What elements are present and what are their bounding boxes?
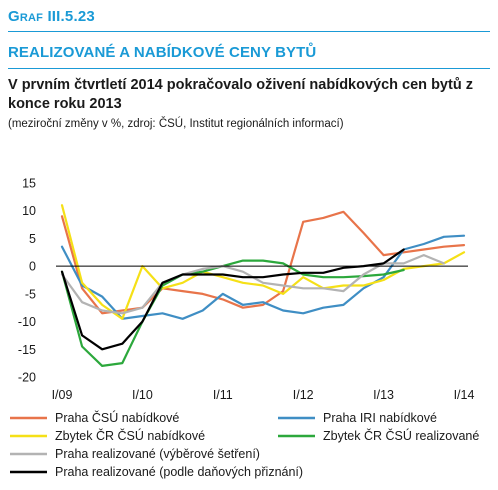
y-tick-label: -20 [18, 371, 36, 385]
x-tick-label: I/12 [293, 388, 314, 402]
legend-label: Praha IRI nabídkové [323, 411, 437, 425]
y-tick-label: -5 [25, 287, 36, 301]
legend-label: Zbytek ČR ČSÚ realizované [323, 428, 479, 443]
series-line-4 [60, 259, 405, 367]
y-tick-label: 0 [29, 260, 36, 274]
y-tick-label: 10 [22, 204, 36, 218]
series-layer [56, 204, 468, 367]
header-rule [8, 31, 490, 32]
chart-subtitle: (meziroční změny v %, zdroj: ČSÚ, Instit… [8, 118, 344, 130]
x-tick-label: I/09 [52, 388, 73, 402]
x-tick-label: I/10 [132, 388, 153, 402]
figure-number: Graf III.5.23 [8, 8, 95, 25]
y-tick-label: -10 [18, 315, 36, 329]
legend: Praha ČSÚ nabídkové Praha IRI nabídkové Zb… [10, 410, 479, 479]
y-tick-label: 15 [22, 177, 36, 191]
series-line-6 [60, 248, 405, 351]
chart-headline: V prvním čtvrtletí 2014 pokračovalo oživ… [8, 77, 473, 112]
section-title: REALIZOVANÉ A NABÍDKOVÉ CENY BYTŮ [8, 44, 317, 61]
title-rule [8, 68, 490, 69]
x-tick-label: I/13 [373, 388, 394, 402]
x-tick-label: I/11 [213, 388, 233, 402]
series-line-2 [60, 234, 466, 320]
x-tick-label: I/14 [454, 388, 475, 402]
legend-label: Zbytek ČR ČSÚ nabídkové [55, 428, 205, 443]
legend-label: Praha ČSÚ nabídkové [55, 410, 179, 425]
y-tick-label: -15 [18, 343, 36, 357]
y-tick-label: 5 [29, 232, 36, 246]
legend-label: Praha realizované (podle daňových přizná… [55, 465, 303, 479]
axis-layer: 15 10 5 0 -5 -10 -15 -20 I/09 I/10 I/11 I/12 I/13 I/1… [18, 177, 475, 403]
legend-label: Praha realizované (výběrové šetření) [55, 447, 260, 461]
